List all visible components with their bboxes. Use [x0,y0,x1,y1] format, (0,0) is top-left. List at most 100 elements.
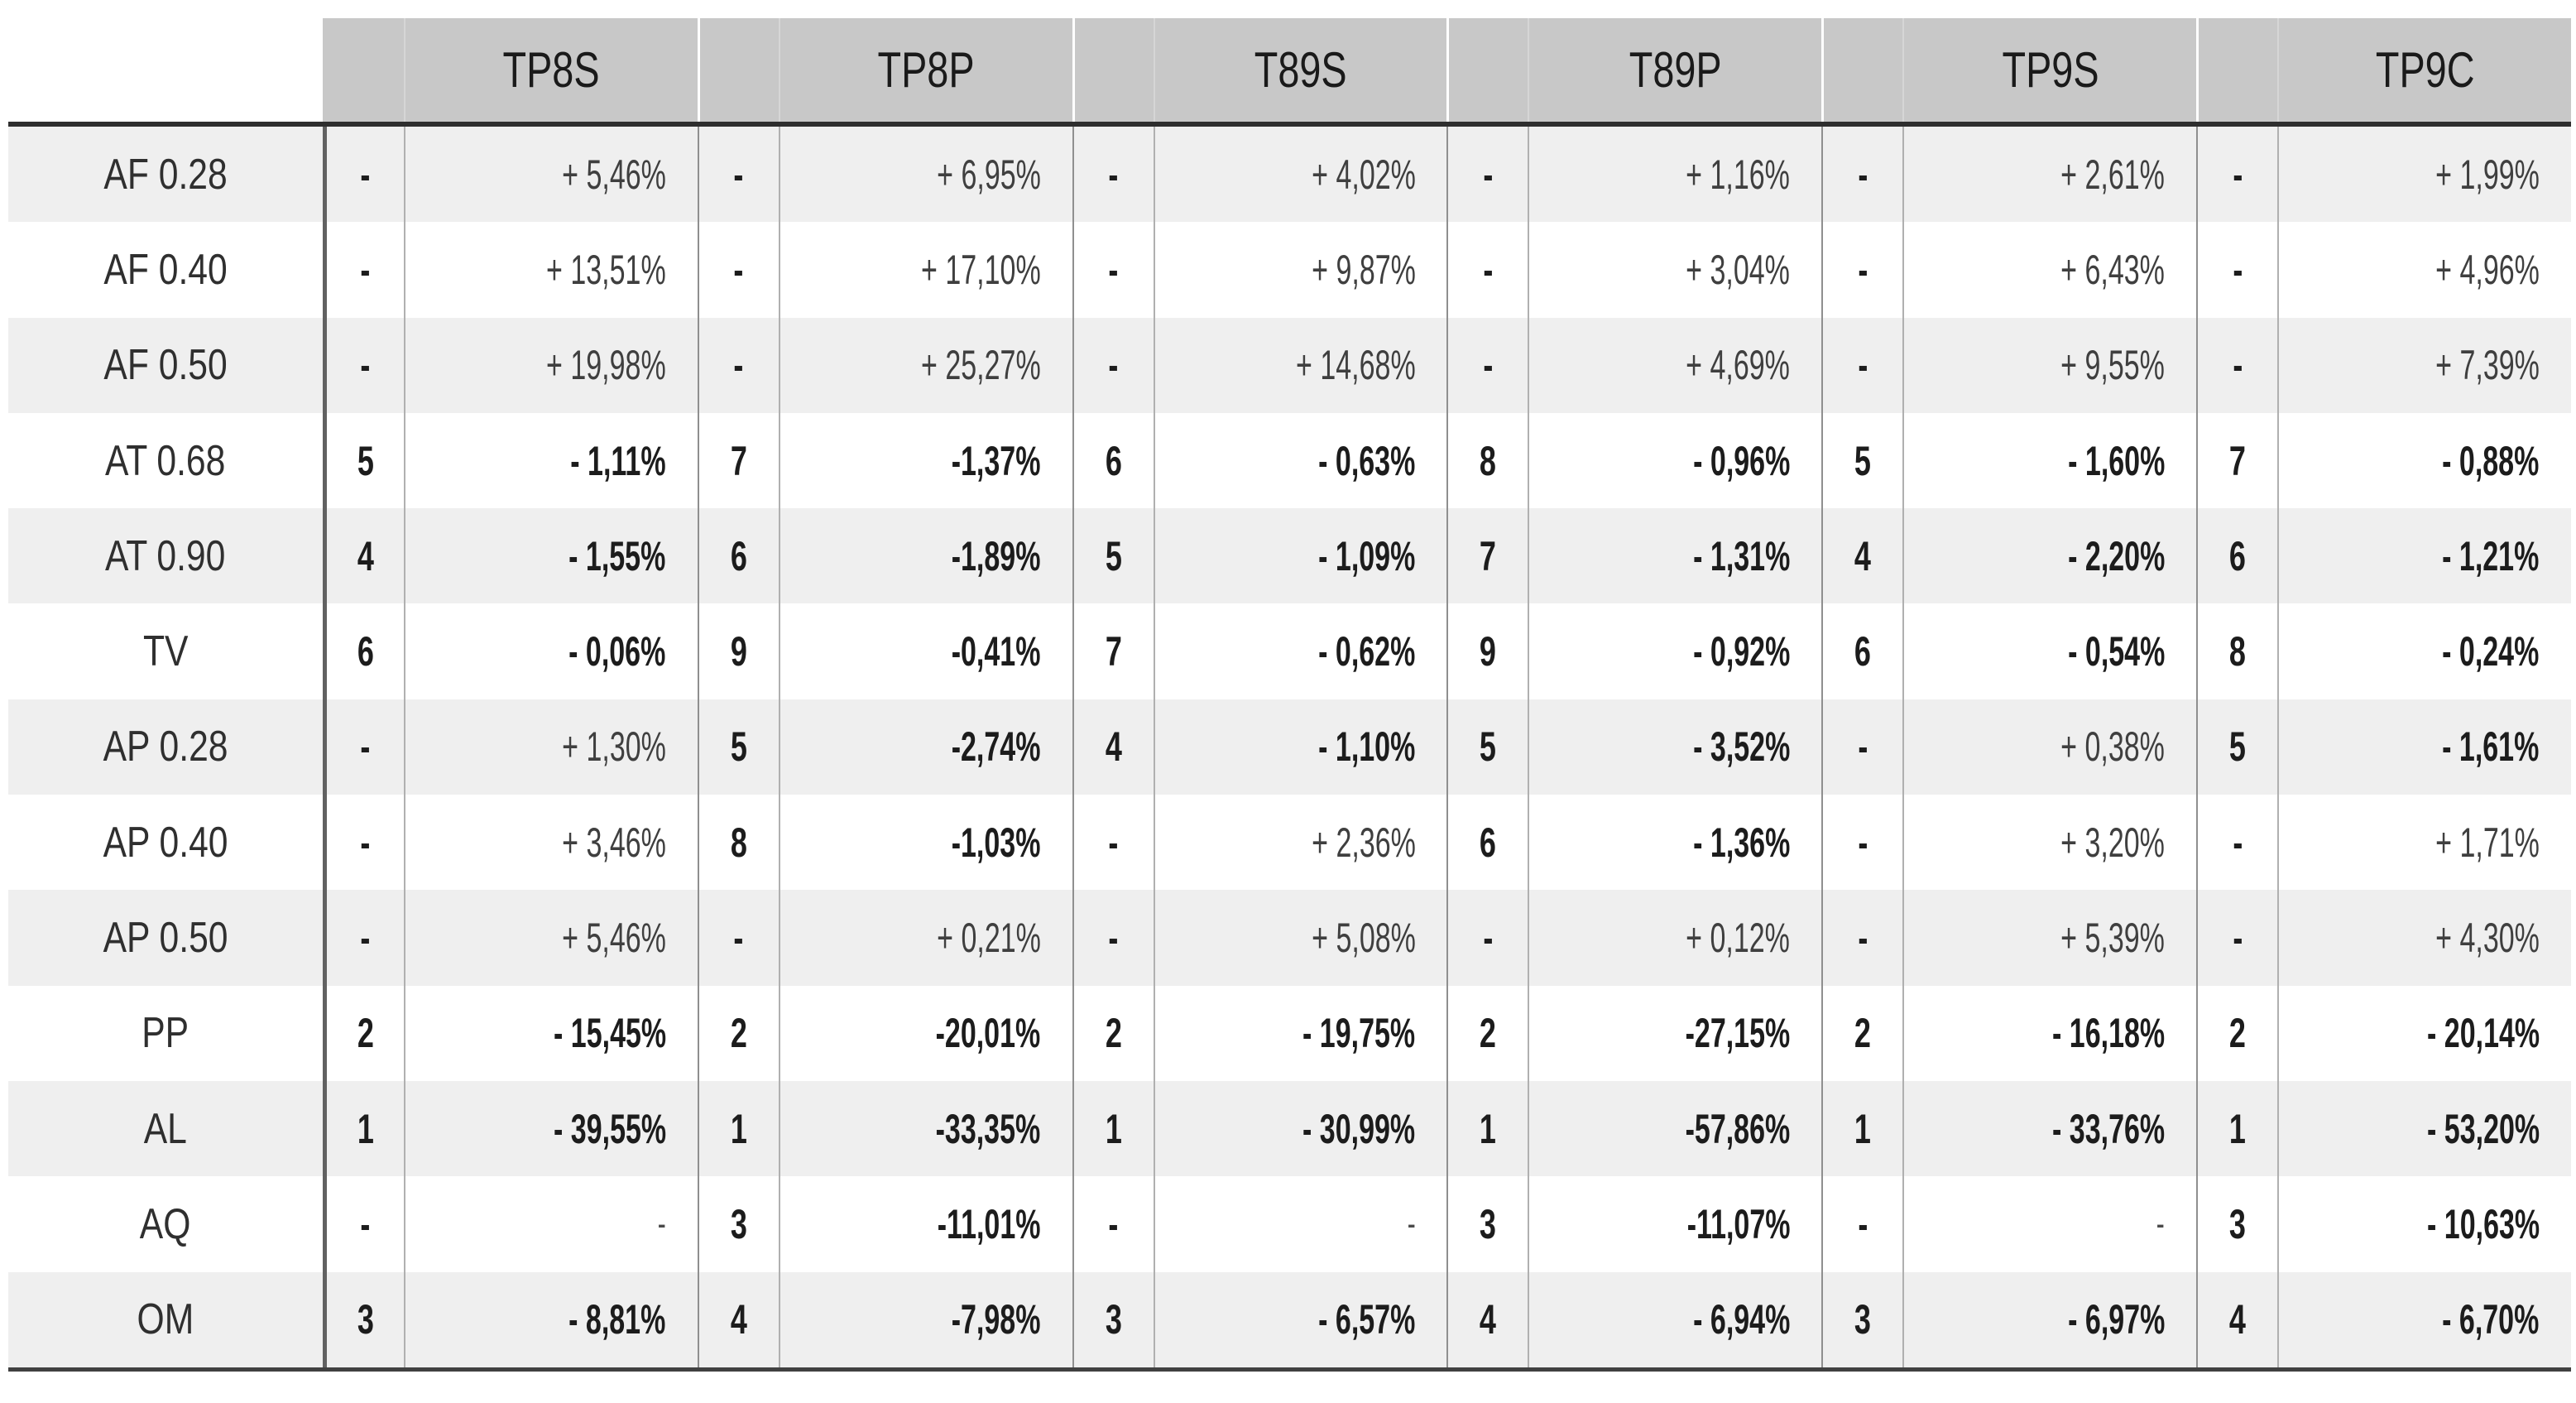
rank-value: - [2232,915,2243,962]
rank-value: 6 [357,628,374,675]
rank-cell: - [697,127,779,223]
rank-value: 7 [730,437,747,484]
delta-percent-cell: - 0,24% [2276,603,2571,699]
rank-cell: 5 [1072,508,1154,604]
rank-cell: - [1446,890,1528,986]
delta-percent-cell: - 1,36% [1528,795,1821,891]
column-header: T89P [1528,18,1822,122]
rank-value: 2 [730,1010,747,1057]
row-label-cell: AF 0.40 [8,222,323,317]
row-label: PP [142,1009,189,1058]
rank-value: - [2232,342,2243,389]
comparison-table: TP8S TP8P T89S T89P TP9S TP9C AF 0.28 - + 5,46%… [8,18,2571,1372]
delta-percent-value: - 39,55% [553,1105,666,1152]
delta-percent-cell: - 3,52% [1528,699,1821,795]
rank-cell: 7 [2195,412,2277,509]
delta-percent-cell: + 14,68% [1153,317,1447,413]
rank-cell: 3 [323,1271,404,1367]
rank-cell: 7 [697,412,779,509]
delta-percent-cell: + 1,71% [2276,795,2571,891]
table-row: AF 0.40 - + 13,51% - + 17,10% - + 9,87% - + 3,04… [8,222,2571,318]
delta-percent-cell: -33,35% [778,1080,1072,1177]
rank-value: 6 [730,532,747,579]
delta-percent-value: - [2156,1203,2165,1244]
delta-percent-value: -7,98% [951,1296,1041,1343]
table-header-row: TP8S TP8P T89S T89P TP9S TP9C [8,18,2571,127]
delta-percent-cell: + 2,61% [1902,127,2196,223]
delta-percent-value: - 0,88% [2442,437,2540,484]
delta-percent-value: - 3,52% [1693,723,1791,771]
rank-cell: - [1072,317,1154,413]
rank-value: - [360,151,371,198]
delta-percent-cell: + 5,08% [1153,890,1447,986]
delta-percent-value: -33,35% [935,1105,1041,1152]
delta-percent-cell: -1,89% [778,508,1072,604]
row-label-cell: OM [8,1272,323,1367]
delta-percent-value: + 6,95% [936,151,1041,198]
delta-percent-value: -11,07% [1686,1200,1791,1247]
delta-percent-value: + 4,96% [2435,246,2540,293]
delta-percent-cell: + 9,87% [1153,222,1447,318]
delta-percent-cell: - 6,94% [1528,1271,1821,1367]
table-row: AT 0.68 5 - 1,11% 7 -1,37% 6 - 0,63% 8 - 0,96% 5 -… [8,412,2571,509]
rank-value: 2 [357,1010,374,1057]
delta-percent-cell: -11,01% [778,1176,1072,1272]
rank-cell: 6 [697,508,779,604]
rank-cell: 4 [2195,1271,2277,1367]
delta-percent-cell: + 1,16% [1528,127,1821,223]
rank-cell: - [2195,795,2277,891]
delta-percent-value: + 4,02% [1311,151,1416,198]
rank-value: - [1858,819,1868,866]
delta-percent-cell: - 20,14% [2276,985,2571,1081]
rank-cell: 4 [1446,1271,1528,1367]
rank-cell: 6 [1072,412,1154,509]
row-label-cell: AF 0.50 [8,318,323,413]
delta-percent-cell: - 6,70% [2276,1271,2571,1367]
delta-percent-value: - 19,75% [1302,1010,1416,1057]
rank-value: - [1858,915,1868,962]
rank-cell: 5 [1446,699,1528,795]
delta-percent-value: - 0,62% [1318,628,1416,675]
delta-percent-cell: + 5,39% [1902,890,2196,986]
column-header: TP8P [778,18,1072,122]
rank-cell: - [1072,127,1154,223]
rank-value: 9 [1480,628,1497,675]
delta-percent-value: + 0,38% [2060,723,2165,771]
delta-percent-value: - 33,76% [2051,1105,2165,1152]
rank-cell: 8 [2195,603,2277,699]
delta-percent-value: -1,37% [951,437,1041,484]
delta-percent-value: - 6,57% [1318,1296,1416,1343]
delta-percent-value: - 20,14% [2426,1010,2540,1057]
delta-percent-cell: - [1902,1176,2196,1272]
column-header-label: TP8S [502,42,600,98]
rank-value: - [360,819,371,866]
rank-value: 4 [1480,1296,1497,1343]
rank-cell: 2 [697,985,779,1081]
delta-percent-cell: + 0,21% [778,890,1072,986]
row-label: AQ [140,1199,191,1248]
delta-percent-cell: -2,74% [778,699,1072,795]
delta-percent-value: + 25,27% [920,342,1041,389]
rank-cell: 2 [1446,985,1528,1081]
delta-percent-cell: -1,37% [778,412,1072,509]
rank-value: 7 [1105,628,1122,675]
delta-percent-value: + 3,46% [562,819,666,866]
delta-percent-value: + 14,68% [1295,342,1416,389]
row-label: AP 0.40 [103,818,228,867]
rank-cell: - [1821,795,1902,891]
rank-value: - [1858,1200,1868,1247]
rank-value: - [360,246,371,293]
delta-percent-value: - 30,99% [1302,1105,1416,1152]
rank-cell: 8 [697,795,779,891]
rank-cell: 3 [1072,1271,1154,1367]
delta-percent-value: - 1,61% [2442,723,2540,771]
rank-cell: 2 [1821,985,1902,1081]
rank-cell: 1 [1072,1080,1154,1177]
delta-percent-cell: - 1,31% [1528,508,1821,604]
rank-value: 3 [1480,1200,1497,1247]
rank-cell: 5 [697,699,779,795]
rank-value: 4 [2228,1296,2246,1343]
delta-percent-value: + 4,30% [2435,915,2540,962]
rank-value: 1 [1480,1105,1497,1152]
row-label: AL [143,1104,188,1153]
